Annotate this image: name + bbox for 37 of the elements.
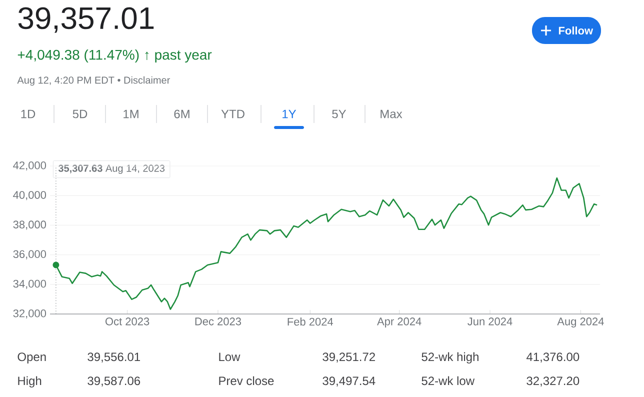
annotation: 35,307.63 Aug 14, 2023	[58, 164, 165, 174]
text: Open	[18, 352, 46, 364]
chart-subtitle: +4,049.38 (11.47%) ↑ past year	[18, 49, 212, 63]
text: 39,587.06	[88, 376, 140, 387]
x-tick-label: Oct 2023	[106, 318, 150, 326]
text: Aug 12, 4:20 PM EDT • Disclaimer	[17, 76, 170, 86]
x-tick-label: Jun 2024	[468, 318, 512, 326]
text: 1M	[124, 110, 138, 118]
text: Max	[380, 110, 402, 118]
text: Prev close	[219, 376, 274, 386]
text: 52-wk low	[422, 376, 475, 386]
text: YTD	[221, 110, 244, 118]
text: 52-wk high	[422, 352, 478, 364]
text: Low	[219, 352, 240, 362]
y-tick-label: 36,000	[13, 250, 46, 260]
text: High	[18, 376, 42, 388]
text: 39,251.72	[322, 352, 375, 363]
text: 1D	[21, 110, 36, 118]
text: 39,497.54	[322, 376, 376, 387]
text: 39,556.01	[88, 352, 140, 363]
x-tick-label: Apr 2024	[377, 318, 422, 328]
y-tick-label: 40,000	[13, 191, 46, 200]
text: 6M	[174, 110, 190, 118]
text: 41,376.00	[526, 352, 580, 363]
x-tick-label: Aug 2024	[557, 318, 604, 328]
text: 5D	[72, 110, 88, 118]
text: Follow	[558, 26, 594, 35]
y-tick-label: 42,000	[13, 161, 46, 171]
x-tick-label: Dec 2023	[195, 318, 242, 326]
text: 1Y	[282, 110, 296, 118]
x-tick-label: Feb 2024	[288, 318, 334, 326]
y-tick-label: 34,000	[13, 280, 46, 289]
text: 32,327.20	[526, 376, 580, 387]
y-tick-label: 38,000	[13, 220, 46, 230]
text: 5Y	[332, 110, 346, 118]
y-tick-label: 32,000	[13, 309, 46, 319]
chart-title: 39,357.01	[18, 7, 154, 33]
